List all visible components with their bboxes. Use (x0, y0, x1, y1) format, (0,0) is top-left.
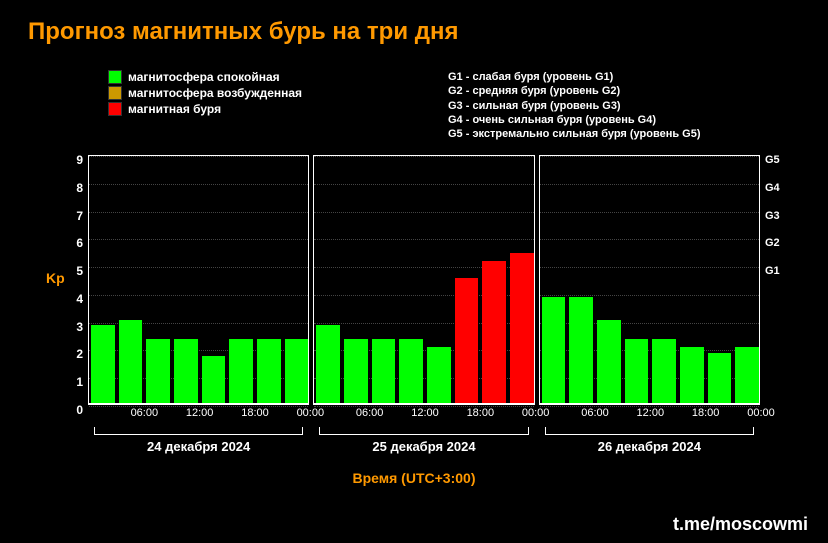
y-tick-label: 8 (76, 181, 89, 195)
kp-bar (285, 339, 309, 403)
y-tick-label: 2 (76, 347, 89, 361)
legend-label: магнитная буря (128, 102, 221, 116)
kp-bar (399, 339, 423, 403)
g-tick-label: G2 (759, 237, 780, 249)
legend-g-line: G4 - очень сильная буря (уровень G4) (448, 113, 701, 127)
legend-label: магнитосфера возбужденная (128, 86, 302, 100)
grid-line (314, 212, 533, 213)
y-tick-label: 7 (76, 209, 89, 223)
x-tick-label: 06:00 (131, 403, 159, 419)
grid-line (89, 267, 308, 268)
kp-bar (455, 278, 479, 403)
kp-bar (316, 325, 340, 403)
x-tick-label: 00:00 (747, 403, 775, 419)
kp-bar (482, 261, 506, 403)
x-tick-label: 18:00 (467, 403, 495, 419)
kp-bar (569, 297, 593, 403)
legend-swatch (108, 86, 122, 100)
y-tick-label: 5 (76, 264, 89, 278)
kp-bar (119, 320, 143, 403)
y-tick-label: 6 (76, 236, 89, 250)
g-tick-label: G4 (759, 182, 780, 194)
plot-region: 012345678906:0012:0018:0000:0024 декабря… (88, 155, 760, 405)
y-tick-label: 0 (76, 403, 89, 417)
legend-label: магнитосфера спокойная (128, 70, 280, 84)
g-tick-label: G1 (759, 265, 780, 277)
grid-line (314, 184, 533, 185)
y-tick-label: 4 (76, 292, 89, 306)
date-bracket (94, 427, 303, 435)
date-bracket (319, 427, 528, 435)
date-bracket (545, 427, 754, 435)
g-tick-label: G3 (759, 210, 780, 222)
legend-right: G1 - слабая буря (уровень G1)G2 - средня… (448, 70, 701, 141)
grid-line (89, 212, 308, 213)
kp-bar (652, 339, 676, 403)
x-tick-label: 12:00 (637, 403, 665, 419)
kp-bar (708, 353, 732, 403)
kp-bar (680, 347, 704, 403)
x-axis-label: Время (UTC+3:00) (353, 470, 476, 486)
grid-line (89, 295, 308, 296)
legend-g-line: G2 - средняя буря (уровень G2) (448, 84, 701, 98)
kp-bar (91, 325, 115, 403)
kp-bar (344, 339, 368, 403)
kp-bar (229, 339, 253, 403)
grid-line (540, 212, 759, 213)
kp-bar (625, 339, 649, 403)
x-tick-label: 06:00 (356, 403, 384, 419)
grid-line (89, 184, 308, 185)
kp-bar (735, 347, 759, 403)
y-tick-label: 9 (76, 153, 89, 167)
g-tick-label: G5 (759, 154, 780, 166)
y-tick-label: 1 (76, 375, 89, 389)
chart-panel: 06:0012:0018:0000:00 (313, 155, 534, 405)
grid-line (540, 239, 759, 240)
date-label: 26 декабря 2024 (598, 439, 701, 454)
kp-bar (597, 320, 621, 403)
grid-line (314, 239, 533, 240)
date-label: 24 декабря 2024 (147, 439, 250, 454)
legend-item: магнитосфера спокойная (108, 70, 302, 84)
legend-swatch (108, 70, 122, 84)
x-tick-label: 18:00 (692, 403, 720, 419)
kp-bar (427, 347, 451, 403)
watermark: t.me/moscowmi (673, 514, 808, 535)
legend-g-line: G3 - сильная буря (уровень G3) (448, 99, 701, 113)
grid-line (89, 156, 308, 157)
grid-line (540, 295, 759, 296)
grid-line (540, 184, 759, 185)
legend-item: магнитная буря (108, 102, 302, 116)
legend-item: магнитосфера возбужденная (108, 86, 302, 100)
kp-bar (174, 339, 198, 403)
kp-bar (372, 339, 396, 403)
x-tick-label: 06:00 (581, 403, 609, 419)
kp-bar (542, 297, 566, 403)
y-axis-label: Kp (46, 270, 65, 286)
date-label: 25 декабря 2024 (372, 439, 475, 454)
y-tick-label: 3 (76, 320, 89, 334)
legend-left: магнитосфера спокойная магнитосфера возбу… (108, 70, 302, 118)
legend-g-line: G5 - экстремально сильная буря (уровень … (448, 127, 701, 141)
grid-line (89, 239, 308, 240)
grid-line (314, 156, 533, 157)
kp-bar (510, 253, 534, 403)
grid-line (540, 267, 759, 268)
kp-bar (146, 339, 170, 403)
kp-bar (257, 339, 281, 403)
chart-panel: 012345678906:0012:0018:0000:00 (88, 155, 309, 405)
legend-g-line: G1 - слабая буря (уровень G1) (448, 70, 701, 84)
x-tick-label: 12:00 (411, 403, 439, 419)
x-tick-label: 18:00 (241, 403, 269, 419)
grid-line (540, 156, 759, 157)
kp-bar (202, 356, 226, 403)
chart-panel: G1G2G3G4G506:0012:0018:0000:00 (539, 155, 760, 405)
x-tick-label: 12:00 (186, 403, 214, 419)
chart-title: Прогноз магнитных бурь на три дня (0, 0, 828, 46)
chart-area: магнитосфера спокойная магнитосфера возбу… (28, 70, 800, 513)
legend-swatch (108, 102, 122, 116)
